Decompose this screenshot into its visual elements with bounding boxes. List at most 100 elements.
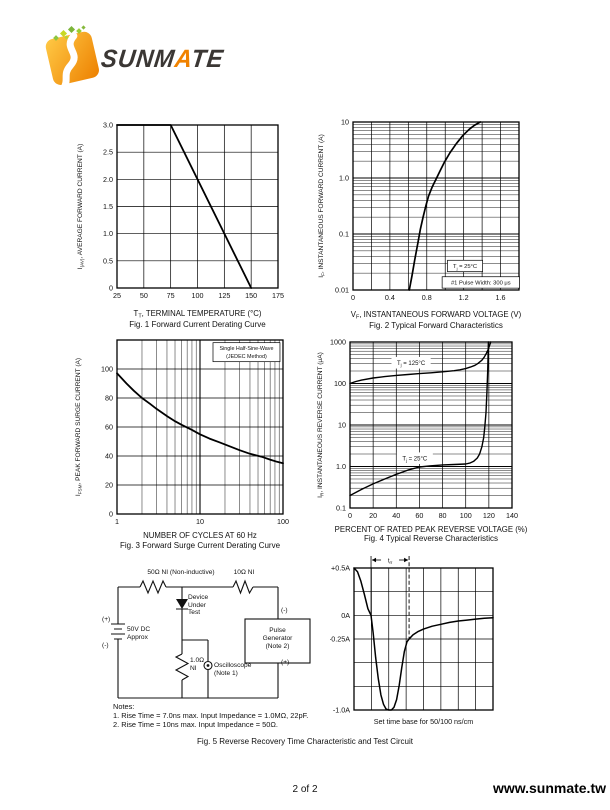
pulse-gen-minus-label: (-) — [281, 607, 288, 614]
svg-text:0.1: 0.1 — [339, 230, 349, 239]
svg-text:10: 10 — [341, 118, 349, 127]
svg-text:40: 40 — [392, 511, 400, 520]
brand-wordmark: SUNMATE — [99, 45, 226, 74]
resistor-10ohm-symbol — [232, 579, 254, 595]
svg-text:Tj = 25°C: Tj = 25°C — [453, 264, 477, 271]
fig2-typical-forward-characteristics-chart: 0 0.4 0.8 1.2 1.6 0.01 0.1 1.0 10 Tj = 25°C #1 Pul… — [310, 113, 570, 338]
fig5-recovery-waveform-chart: +0.5A 0A -0.25A -1.0A Set time base for 50/1… — [329, 548, 575, 733]
outer-wires — [117, 587, 279, 699]
svg-text:10: 10 — [338, 421, 346, 430]
logo-swoosh — [59, 32, 78, 93]
resistor-1ohm-symbol — [174, 653, 190, 681]
svg-text:10: 10 — [196, 517, 204, 526]
svg-text:IFSM, PEAK FORWARD SURGE CURRE: IFSM, PEAK FORWARD SURGE CURRENT (A) — [75, 358, 83, 496]
svg-text:60: 60 — [105, 423, 113, 432]
svg-text:TT, TERMINAL TEMPERATURE (°C): TT, TERMINAL TEMPERATURE (°C) — [134, 309, 262, 320]
svg-text:125: 125 — [218, 291, 230, 300]
svg-text:20: 20 — [369, 511, 377, 520]
svg-text:Single Half-Sine-Wave: Single Half-Sine-Wave — [219, 346, 273, 352]
fig5-caption: Fig. 5 Reverse Recovery Time Characteris… — [197, 737, 413, 746]
svg-text:0.01: 0.01 — [335, 286, 349, 295]
resistor-50ohm-label: 50Ω NI (Non-inductive) — [147, 569, 215, 576]
pulse-gen-plus-label: (+) — [281, 659, 290, 666]
svg-text:1.0: 1.0 — [339, 174, 349, 183]
battery-minus-label: (-) — [102, 642, 109, 649]
svg-text:Fig. 4 Typical Reverse Charac: Fig. 4 Typical Reverse Characteristics — [364, 534, 498, 543]
svg-text:40: 40 — [105, 452, 113, 461]
svg-text:60: 60 — [415, 511, 423, 520]
svg-text:trr: trr — [388, 558, 393, 565]
svg-text:150: 150 — [245, 291, 257, 300]
fig4-typical-reverse-characteristics-chart: 0 20 40 60 80 100 120 140 0.1 1.0 10 100 1000 Tj = 12… — [310, 333, 570, 548]
oscilloscope-symbol — [203, 660, 213, 671]
resistor-10ohm-label: 10Ω NI — [233, 569, 255, 576]
svg-text:2.0: 2.0 — [103, 175, 113, 184]
diode-symbol — [176, 599, 188, 609]
svg-text:100: 100 — [101, 365, 113, 374]
svg-text:PERCENT OF RATED PEAK REVERSE: PERCENT OF RATED PEAK REVERSE VOLTAGE (%… — [335, 525, 528, 534]
svg-text:I(AV), AVERAGE FORWARD CURRENT: I(AV), AVERAGE FORWARD CURRENT (A) — [77, 144, 85, 270]
svg-text:1.0: 1.0 — [103, 229, 113, 238]
svg-text:1: 1 — [115, 517, 119, 526]
svg-text:0.1: 0.1 — [336, 504, 346, 513]
svg-text:25: 25 — [113, 291, 121, 300]
svg-text:100: 100 — [277, 517, 289, 526]
svg-text:3.0: 3.0 — [103, 121, 113, 130]
battery-plus-label: (+) — [102, 616, 111, 623]
device-under-test-label: Device Under Test — [188, 594, 209, 617]
svg-text:0: 0 — [348, 511, 352, 520]
svg-text:Fig. 1 Forward Current Derati: Fig. 1 Forward Current Derating Curve — [129, 320, 266, 329]
battery-symbol — [111, 623, 125, 640]
svg-text:NUMBER OF CYCLES AT 60 Hz: NUMBER OF CYCLES AT 60 Hz — [143, 531, 257, 540]
svg-text:20: 20 — [105, 481, 113, 490]
svg-text:IF, INSTANTANEOUS FORWARD CURR: IF, INSTANTANEOUS FORWARD CURRENT (A) — [318, 134, 326, 278]
page-number: 2 of 2 — [292, 784, 318, 795]
svg-text:0A: 0A — [341, 611, 350, 620]
pulse-generator-box — [244, 618, 311, 664]
svg-text:+0.5A: +0.5A — [331, 564, 350, 573]
svg-text:1.2: 1.2 — [459, 293, 469, 302]
svg-text:0.8: 0.8 — [422, 293, 432, 302]
svg-text:1000: 1000 — [330, 338, 346, 347]
svg-text:#1 Pulse Width: 300 μs: #1 Pulse Width: 300 μs — [451, 281, 511, 287]
svg-text:(JEDEC Method): (JEDEC Method) — [226, 354, 267, 360]
svg-text:0: 0 — [109, 510, 113, 519]
svg-text:120: 120 — [483, 511, 495, 520]
svg-text:0.5: 0.5 — [103, 256, 113, 265]
oscilloscope-dot — [206, 664, 210, 667]
svg-text:1.0: 1.0 — [336, 462, 346, 471]
test-circuit-diagram — [111, 579, 311, 699]
pulse-generator-label: Pulse Generator (Note 2) — [262, 627, 293, 650]
svg-text:-1.0A: -1.0A — [333, 706, 350, 715]
oscilloscope-label: Oscilloscope (Note 1) — [214, 662, 252, 677]
fig3-forward-surge-derating-chart: 1 10 100 0 20 40 60 80 100 Single Half-Sine-Wave (… — [60, 333, 310, 555]
svg-text:1.5: 1.5 — [103, 202, 113, 211]
resistor-50ohm-symbol — [139, 579, 167, 595]
svg-text:80: 80 — [439, 511, 447, 520]
svg-text:50: 50 — [140, 291, 148, 300]
svg-text:Fig. 2 Typical Forward Charac: Fig. 2 Typical Forward Characteristics — [369, 321, 503, 330]
sunmate-logo-icon — [45, 25, 99, 93]
svg-text:IR, INSTANTANEOUS REVERSE CURR: IR, INSTANTANEOUS REVERSE CURRENT (μA) — [317, 352, 325, 498]
svg-text:VF, INSTANTANEOUS FORWARD VOLT: VF, INSTANTANEOUS FORWARD VOLTAGE (V) — [351, 310, 522, 321]
website-url: www.sunmate.tw — [492, 780, 606, 796]
svg-text:Tj = 25°C: Tj = 25°C — [402, 456, 428, 463]
svg-text:0: 0 — [351, 293, 355, 302]
svg-text:100: 100 — [334, 379, 346, 388]
svg-text:Tj = 125°C: Tj = 125°C — [397, 361, 426, 368]
fig5-test-circuit: 50Ω NI (Non-inductive) 10Ω NI Device Und… — [100, 548, 345, 748]
svg-text:100: 100 — [460, 511, 472, 520]
fig1-forward-current-derating-chart: 25 50 75 100 125 150 175 0 0.5 1.0 1.5 2.0 2.5 3.0 TT,… — [60, 113, 310, 338]
svg-text:75: 75 — [167, 291, 175, 300]
svg-text:175: 175 — [272, 291, 284, 300]
svg-text:1.6: 1.6 — [496, 293, 506, 302]
svg-text:0: 0 — [109, 284, 113, 293]
brand-suffix: TE — [189, 45, 226, 73]
svg-text:Set time base for 50/100 ns/cm: Set time base for 50/100 ns/cm — [374, 717, 473, 726]
svg-text:140: 140 — [506, 511, 518, 520]
svg-text:80: 80 — [105, 394, 113, 403]
resistor-1ohm-label: 1.0Ω NI — [190, 657, 205, 672]
brand-prefix: SUNM — [99, 45, 177, 73]
svg-text:0.4: 0.4 — [385, 293, 395, 302]
